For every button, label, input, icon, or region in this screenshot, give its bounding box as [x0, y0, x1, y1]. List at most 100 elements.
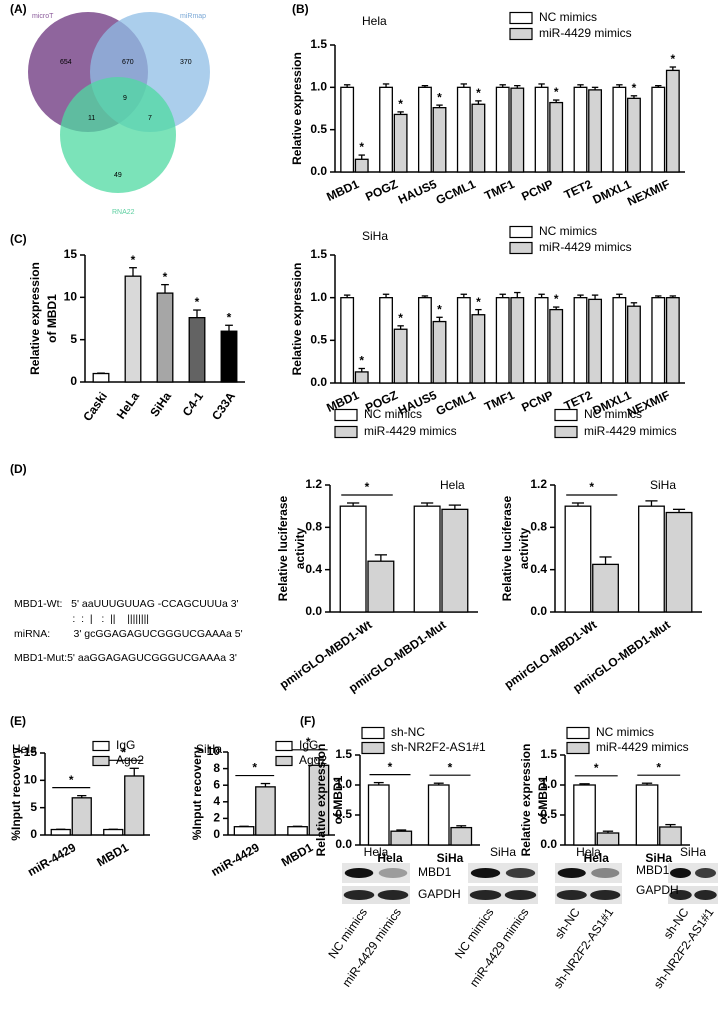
y-tick-label: 0.4 — [530, 562, 547, 576]
significance-mark: * — [306, 735, 311, 749]
significance-mark: * — [594, 761, 599, 775]
legend-label: IgG — [299, 738, 318, 752]
bar — [665, 69, 680, 173]
error-bar — [460, 293, 468, 298]
bar — [495, 297, 510, 384]
bar — [379, 86, 393, 173]
error-bar — [475, 308, 482, 315]
error-bar — [421, 84, 429, 88]
bar — [665, 511, 693, 613]
legend-label: miR-4429 mimics — [584, 424, 677, 438]
bar — [124, 275, 142, 383]
legend-label: IgG — [116, 738, 135, 752]
y-axis-label: Relative expression — [519, 744, 533, 857]
bar — [635, 784, 659, 846]
blot-band — [669, 890, 692, 900]
significance-mark: * — [589, 480, 594, 494]
significance-mark: * — [131, 253, 136, 267]
blot-protein-label: GAPDH — [418, 887, 461, 901]
bar — [456, 297, 471, 384]
legend-swatch — [275, 740, 293, 752]
error-bar — [347, 502, 360, 507]
bar — [450, 826, 473, 846]
chart-title: Hela — [362, 14, 387, 28]
legend-label: NC mimics — [539, 10, 597, 24]
error-bar — [343, 294, 351, 298]
bar — [495, 86, 510, 173]
blot-band — [344, 868, 374, 878]
y-tick-label: 15 — [24, 745, 38, 759]
bar — [367, 560, 395, 613]
x-tick-label: PCNP — [519, 388, 555, 415]
significance-mark: * — [437, 90, 442, 104]
significance-mark: * — [554, 85, 559, 99]
y-tick-label: 0.5 — [540, 807, 557, 821]
significance-mark: * — [554, 292, 559, 306]
blot-band — [378, 868, 408, 878]
error-bar — [591, 294, 599, 300]
error-bar — [538, 293, 545, 298]
bar — [549, 308, 564, 384]
bar — [510, 87, 525, 173]
error-bar — [630, 95, 638, 99]
venn-circle — [60, 77, 176, 193]
significance-mark: * — [398, 311, 403, 325]
bar — [188, 317, 206, 383]
legend-label: Ago2 — [116, 753, 144, 767]
chart-title: SiHa — [196, 742, 222, 756]
y-tick-label: 0.5 — [310, 333, 327, 347]
error-bar — [129, 267, 137, 277]
error-bar — [129, 767, 139, 776]
bar — [103, 828, 124, 836]
y-tick-label: 0 — [70, 374, 77, 388]
blot-band — [343, 890, 375, 900]
y-tick-label: 1.2 — [305, 477, 322, 491]
bar — [564, 505, 592, 613]
bar — [354, 371, 369, 384]
error-bar — [499, 293, 506, 298]
legend-swatch — [566, 726, 590, 740]
panel-label: (C) — [10, 232, 27, 246]
bar — [612, 297, 627, 384]
panel-label: (F) — [300, 714, 315, 728]
bar — [340, 297, 355, 384]
bar — [233, 826, 255, 836]
error-bar — [77, 794, 87, 798]
y-axis-label: Relative luciferase — [276, 495, 290, 601]
y-axis-label: Relative expression — [28, 262, 42, 375]
error-bar — [314, 757, 324, 766]
chart-title: SiHa — [362, 229, 388, 243]
y-tick-label: 0.8 — [305, 520, 322, 534]
significance-mark: * — [656, 760, 661, 774]
error-bar — [373, 781, 384, 785]
bar — [588, 298, 603, 384]
blot-band — [469, 890, 502, 900]
error-bar — [552, 99, 560, 103]
error-bar — [382, 83, 390, 88]
bar — [471, 103, 486, 173]
y-axis-label: Relative expression — [290, 52, 304, 165]
y-tick-label: 0 — [30, 827, 37, 841]
y-tick-label: 15 — [64, 247, 78, 261]
legend-swatch — [92, 740, 110, 752]
y-tick-label: 1.5 — [310, 247, 327, 261]
y-tick-label: 1.0 — [310, 80, 327, 94]
bar — [573, 784, 596, 846]
blot-band — [505, 868, 536, 878]
error-bar — [448, 504, 461, 510]
bar — [596, 832, 620, 846]
error-bar — [358, 154, 365, 160]
x-tick-label: GCML1 — [434, 388, 478, 419]
bar — [456, 86, 471, 173]
bar — [339, 505, 367, 613]
blot-protein-label: MBD1 — [418, 865, 452, 879]
y-axis-label: Relative expression — [290, 263, 304, 376]
legend-label: NC mimics — [584, 407, 642, 421]
error-bar — [161, 283, 169, 294]
x-tick-label: C4-1 — [180, 389, 207, 419]
bar — [638, 505, 665, 613]
sequence-alignment: MBD1-Wt: 5' aaUUUGUUAG -CCAGCUUUa 3' : :… — [14, 598, 243, 664]
legend-swatch — [554, 425, 578, 439]
significance-mark: * — [671, 52, 676, 66]
y-axis-label: %Input recovery — [190, 746, 204, 840]
